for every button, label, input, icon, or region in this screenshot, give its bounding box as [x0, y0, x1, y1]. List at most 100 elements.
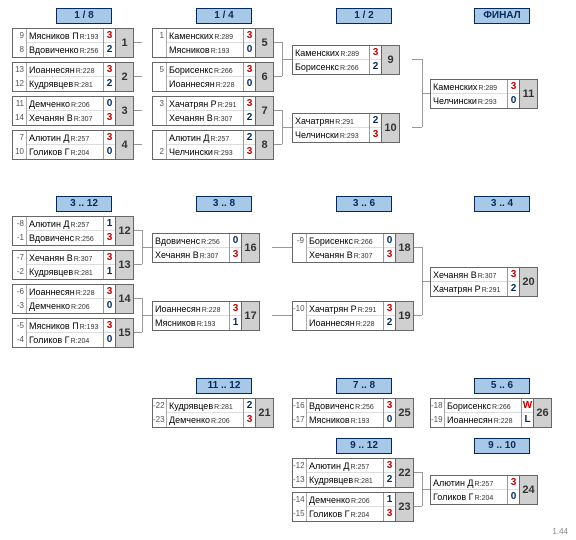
- player-cell: БорисенксR:266: [307, 234, 383, 248]
- player-cell: Алютин ДR:257: [307, 459, 383, 473]
- player-name: Алютин Д: [29, 217, 70, 231]
- score-cell: 3: [384, 248, 395, 262]
- match-number: 22: [395, 459, 413, 487]
- player-name: Каменских: [169, 29, 213, 43]
- round-header: 1 / 8: [56, 8, 112, 24]
- match-number: 9: [381, 46, 399, 74]
- player-rating: R:307: [74, 253, 93, 265]
- score-cell: 3: [104, 319, 115, 333]
- player-cell: ИоаннесянR:228: [27, 285, 103, 299]
- player-rating: R:291: [335, 116, 354, 128]
- player-name: Хачатрян Р: [169, 97, 217, 111]
- player-rating: R:293: [478, 96, 497, 108]
- player-name: Мясников: [309, 413, 350, 427]
- player-name: Голиков Г: [433, 490, 474, 504]
- player-cell: ЧелчинскиR:293: [293, 128, 369, 142]
- player-cell: Хечанян ВR:307: [27, 111, 103, 125]
- match-number: 13: [115, 251, 133, 279]
- seed-number: -2: [13, 265, 27, 279]
- player-rating: R:307: [74, 113, 93, 125]
- score-cell: 2: [370, 60, 381, 74]
- match-box: 1114ДемченкоR:206Хечанян ВR:307033: [12, 96, 134, 126]
- score-cell: 3: [370, 128, 381, 142]
- bracket-connector: [272, 247, 292, 248]
- player-name: Вдовиченс: [29, 231, 74, 245]
- seed-number: 13: [13, 63, 27, 77]
- match-number: 25: [395, 399, 413, 427]
- match-box: 1КаменскихR:289МясниковR:193305: [152, 28, 274, 58]
- seed-number: -16: [293, 399, 307, 413]
- player-cell: ДемченкоR:206: [167, 413, 243, 427]
- player-rating: R:193: [197, 318, 216, 330]
- player-name: Демченко: [169, 413, 210, 427]
- player-cell: БорисенксR:266: [445, 399, 521, 413]
- player-cell: ВдовиченсR:256: [153, 234, 229, 248]
- player-name: Голиков Г: [29, 145, 70, 159]
- player-name: Алютин Д: [29, 131, 70, 145]
- score-cell: 1: [104, 265, 115, 279]
- player-rating: R:204: [71, 147, 90, 159]
- seed-number: -19: [431, 413, 445, 427]
- player-name: Челчински: [169, 145, 213, 159]
- seed-number: -17: [293, 413, 307, 427]
- round-header: 11 .. 12: [196, 378, 252, 394]
- player-rating: R:281: [354, 475, 373, 487]
- match-box: -22-23КудрявцевR:281ДемченкоR:2062321: [152, 398, 274, 428]
- match-box: -10Хачатрян РR:291ИоаннесянR:2283219: [292, 301, 414, 331]
- seed-number: -14: [293, 493, 307, 507]
- match-box: КаменскихR:289БорисенксR:266329: [292, 45, 400, 75]
- score-cell: 3: [384, 399, 395, 413]
- score-cell: 0: [104, 333, 115, 347]
- player-rating: R:293: [340, 130, 359, 142]
- match-box: ИоаннесянR:228МясниковR:1933117: [152, 301, 260, 331]
- player-rating: R:257: [71, 133, 90, 145]
- score-cell: 3: [230, 302, 241, 316]
- match-box: 5БорисенксR:266ИоаннесянR:228306: [152, 62, 274, 92]
- score-cell: 0: [508, 94, 519, 108]
- player-rating: R:289: [340, 48, 359, 60]
- score-cell: 3: [230, 248, 241, 262]
- player-rating: R:206: [71, 301, 90, 313]
- player-cell: Хечанян ВR:307: [307, 248, 383, 262]
- match-number: 15: [115, 319, 133, 347]
- bracket-container: 1 / 81 / 41 / 2ФИНАЛ3 .. 123 .. 83 .. 63…: [0, 0, 576, 540]
- bracket-connector: [422, 489, 430, 490]
- match-number: 1: [115, 29, 133, 57]
- score-cell: W: [522, 399, 533, 413]
- score-cell: 3: [104, 29, 115, 43]
- seed-number: -1: [13, 231, 27, 245]
- player-name: Вдовиченко: [29, 43, 79, 57]
- player-rating: R:281: [214, 401, 233, 413]
- score-cell: 3: [244, 63, 255, 77]
- round-header: 3 .. 4: [474, 196, 530, 212]
- seed-number: -5: [13, 319, 27, 333]
- seed-number: -4: [13, 333, 27, 347]
- seed-number: -6: [13, 285, 27, 299]
- player-cell: Хачатрян РR:291: [431, 282, 507, 296]
- player-cell: КудрявцевR:281: [307, 473, 383, 487]
- seed-number: -18: [431, 399, 445, 413]
- score-cell: 1: [104, 217, 115, 231]
- score-cell: 3: [384, 302, 395, 316]
- score-cell: 0: [230, 234, 241, 248]
- player-name: Вдовиченс: [155, 234, 200, 248]
- player-cell: КаменскихR:289: [167, 29, 243, 43]
- player-name: Алютин Д: [433, 476, 474, 490]
- score-cell: 2: [244, 399, 255, 413]
- match-box: -6-3ИоаннесянR:228ДемченкоR:2063014: [12, 284, 134, 314]
- player-rating: R:193: [351, 415, 370, 427]
- player-name: Кудрявцев: [29, 265, 73, 279]
- score-cell: 3: [104, 251, 115, 265]
- seed-number: 7: [13, 131, 27, 145]
- player-cell: Алютин ДR:257: [27, 131, 103, 145]
- player-rating: R:228: [494, 415, 513, 427]
- player-cell: МясниковR:193: [307, 413, 383, 427]
- player-rating: R:291: [358, 304, 377, 316]
- seed-number: -3: [13, 299, 27, 313]
- player-name: Хечанян В: [309, 248, 353, 262]
- score-cell: 3: [508, 80, 519, 94]
- seed-number: 5: [153, 63, 167, 77]
- seed-number: -7: [13, 251, 27, 265]
- player-name: Челчински: [295, 128, 339, 142]
- player-cell: БорисенксR:266: [167, 63, 243, 77]
